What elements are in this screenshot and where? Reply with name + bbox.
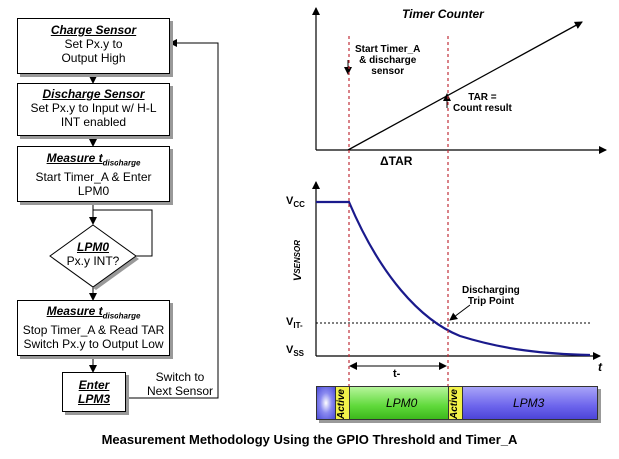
discharge-curve — [316, 200, 591, 357]
measure-start-line2: LPM0 — [77, 184, 110, 199]
discharge-sensor-line1: Set Px.y to Input w/ H-L — [30, 101, 157, 115]
mode-bar-active1-label: Active — [336, 389, 347, 420]
measure-start-title: Measure tdischarge — [18, 151, 169, 170]
mode-bar-active1: Active — [336, 387, 350, 419]
tar-label: TAR = Count result — [453, 92, 512, 114]
vsensor-axis-label: VSENSOR — [292, 240, 304, 281]
discharge-sensor-box: Discharge Sensor Set Px.y to Input w/ H-… — [17, 83, 170, 136]
measure-start-title-text: Measure t — [46, 151, 103, 165]
connector-return-loop — [126, 39, 219, 399]
charge-sensor-line1: Set Px.y to — [64, 37, 123, 51]
tar-line2: Count result — [453, 103, 512, 114]
enter-lpm3-box: Enter LPM3 — [62, 372, 126, 412]
mode-bar-lpm0-label: LPM0 — [386, 396, 418, 410]
vss-label-sub: SS — [293, 349, 305, 359]
vcc-label-sub: CC — [293, 200, 305, 210]
measure-stop-title: Measure tdischarge — [18, 304, 169, 323]
measure-start-box: Measure tdischarge Start Timer_A & Enter… — [17, 146, 170, 202]
vsensor-label-main: V — [292, 273, 304, 282]
mode-bar-left — [317, 387, 336, 419]
start-timer-label: Start Timer_A & discharge sensor — [355, 44, 420, 77]
switch-sensor-label: Switch to Next Sensor — [147, 370, 213, 398]
vss-label: VSS — [286, 344, 304, 358]
charge-sensor-title: Charge Sensor — [50, 23, 137, 37]
measure-stop-line1: Stop Timer_A & Read TAR — [22, 323, 165, 338]
trip-point-label: Discharging Trip Point — [462, 285, 520, 307]
mode-bar-active2: Active — [449, 387, 463, 419]
charge-sensor-box: Charge Sensor Set Px.y to Output High — [17, 18, 170, 74]
timer-ramp-line — [347, 21, 583, 151]
trip-point-line1: Discharging — [462, 285, 520, 296]
tar-line1: TAR = — [468, 92, 497, 103]
switch-sensor-line2: Next Sensor — [147, 384, 214, 398]
mode-bar-lpm3: LPM3 — [463, 387, 597, 419]
vit-label-main: V — [286, 316, 294, 328]
start-timer-line1: Start Timer_A — [355, 44, 421, 55]
decision-question: Px.y INT? — [66, 254, 120, 268]
vsensor-label-sub: SENSOR — [293, 240, 302, 274]
measure-stop-title-sub: discharge — [102, 311, 141, 321]
mode-bar-lpm0: LPM0 — [350, 387, 449, 419]
trip-point-line2: Trip Point — [467, 296, 514, 307]
vcc-label-main: V — [286, 195, 294, 207]
switch-sensor-line1: Switch to — [155, 370, 205, 384]
decision-title: LPM0 — [76, 240, 109, 254]
measure-start-line1: Start Timer_A & Enter — [35, 170, 152, 185]
measure-stop-title-text: Measure t — [46, 304, 103, 318]
discharge-sensor-title: Discharge Sensor — [42, 87, 145, 101]
enter-lpm3-line2: LPM3 — [77, 392, 110, 406]
mode-bar-active2-label: Active — [449, 389, 460, 420]
charge-sensor-line2: Output High — [61, 51, 126, 65]
timer-chart-title: Timer Counter — [402, 7, 484, 21]
t-interval-label: t- — [393, 368, 401, 380]
measure-stop-box: Measure tdischarge Stop Timer_A & Read T… — [17, 300, 170, 356]
discharge-sensor-line2: INT enabled — [60, 115, 127, 129]
trip-point-pointer — [449, 304, 471, 321]
enter-lpm3-line1: Enter — [78, 378, 110, 392]
decision-diamond — [49, 224, 137, 288]
mode-bar: Active LPM0 Active LPM3 — [316, 386, 598, 420]
mode-bar-lpm3-label: LPM3 — [513, 396, 545, 410]
measure-start-title-sub: discharge — [102, 158, 141, 168]
time-axis-label: t — [598, 360, 602, 374]
figure-caption: Measurement Methodology Using the GPIO T… — [101, 432, 518, 447]
vit-label-sub: IT- — [293, 321, 303, 331]
connector-decision-loop — [93, 209, 153, 257]
vcc-label: VCC — [286, 195, 305, 209]
start-timer-line3: sensor — [371, 66, 405, 77]
vss-label-main: V — [286, 344, 294, 356]
vit-label: VIT- — [286, 316, 303, 330]
delta-tar-label: ΔTAR — [380, 154, 413, 168]
start-timer-line2: & discharge — [359, 55, 417, 66]
measure-stop-line2: Switch Px.y to Output Low — [23, 337, 164, 352]
decision-text: LPM0 Px.y INT? — [53, 240, 133, 268]
